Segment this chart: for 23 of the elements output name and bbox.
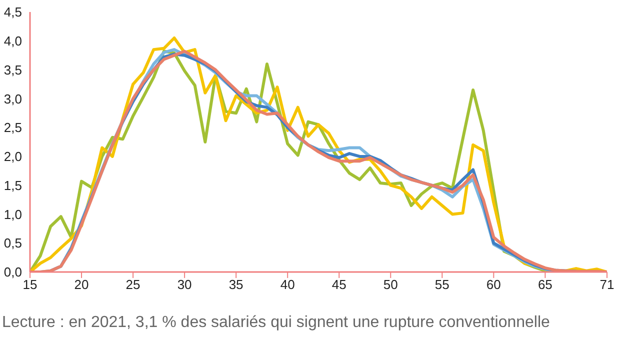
x-tick-label: 35: [228, 277, 244, 292]
x-tick-label: 30: [177, 277, 192, 292]
text: Lecture : en 2021, 3,1 % des salariés qui signent une rupture conventionnelle: [2, 314, 551, 332]
x-tick-label: 40: [280, 277, 295, 292]
x-tick-label: 60: [486, 277, 501, 292]
x-tick-label: 50: [383, 277, 398, 292]
y-tick-label: 0,0: [4, 264, 22, 280]
y-tick-label: 1,5: [4, 178, 22, 193]
x-tick-label: 45: [332, 277, 346, 292]
y-tick-label: 4,5: [4, 4, 22, 20]
y-tick-label: 4,0: [4, 34, 22, 49]
y-tick-label: 3,5: [4, 62, 22, 78]
x-tick-label: 20: [74, 277, 89, 292]
x-tick-label: 55: [434, 277, 450, 292]
x-tick-label: 15: [22, 277, 38, 292]
y-tick-label: 2,5: [4, 120, 22, 136]
x-tick-label: 65: [538, 277, 552, 292]
y-tick-label: 3,0: [4, 91, 22, 106]
x-tick-label: 25: [126, 277, 140, 292]
y-tick-label: 2,0: [4, 149, 22, 164]
y-tick-label: 0,5: [4, 236, 22, 251]
y-tick-label: 1,0: [4, 206, 22, 222]
x-tick-label: 71: [600, 277, 614, 292]
